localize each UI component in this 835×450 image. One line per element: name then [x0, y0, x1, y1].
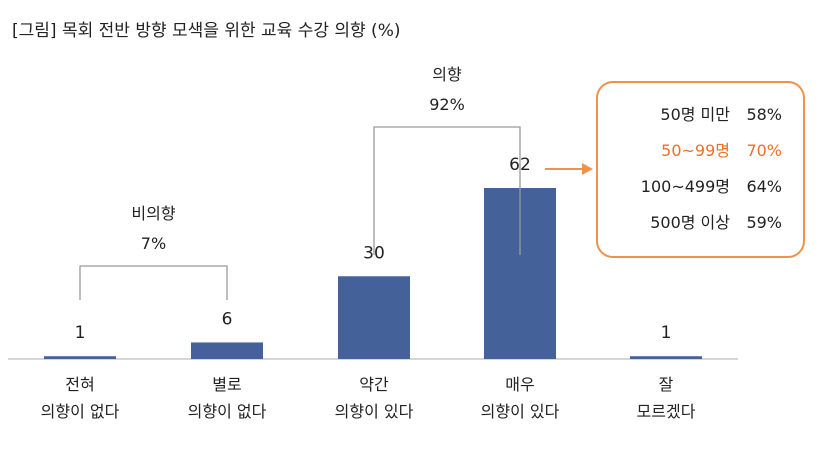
bar-4 [630, 356, 702, 359]
bar-1 [191, 342, 263, 359]
group-value-0: 7% [141, 234, 166, 253]
chart-title: [그림] 목회 전반 방향 모색을 위한 교육 수강 의향 (%) [12, 21, 400, 41]
bar-value-label-1: 6 [222, 309, 233, 329]
group-label-0: 비의향 [131, 204, 175, 223]
bar-2 [338, 276, 410, 359]
callout-row-value-3: 59% [746, 213, 782, 232]
group-value-1: 92% [429, 95, 465, 114]
category-label-1-line-0: 별로 [212, 375, 241, 394]
category-label-2-line-1: 의향이 있다 [335, 402, 414, 421]
callout-arrow-head [582, 163, 593, 175]
category-label-4-line-0: 잘 [659, 375, 674, 394]
category-label-0-line-0: 전혀 [65, 375, 94, 394]
category-label-2-line-0: 약간 [359, 375, 389, 394]
category-label-0-line-1: 의향이 없다 [41, 402, 120, 421]
category-label-4-line-1: 모르겠다 [637, 402, 696, 421]
group-label-1: 의향 [432, 65, 462, 84]
callout-box [596, 81, 805, 258]
callout-row-label-0: 50명 미만 [660, 105, 730, 124]
group-bracket-1 [373, 126, 521, 255]
callout-row-value-0: 58% [746, 105, 782, 124]
callout-row-label-1: 50~99명 [661, 141, 730, 160]
callout-row-value-2: 64% [746, 177, 782, 196]
callout-row-label-2: 100~499명 [641, 177, 730, 196]
category-label-1-line-1: 의향이 없다 [188, 402, 267, 421]
category-label-3-line-1: 의향이 있다 [481, 402, 560, 421]
bar-0 [44, 356, 116, 359]
category-label-3-line-0: 매우 [505, 375, 534, 394]
bar-value-label-4: 1 [661, 323, 672, 343]
group-bracket-0 [79, 265, 228, 300]
callout-row-value-1: 70% [746, 141, 782, 160]
callout-row-label-3: 500명 이상 [650, 213, 730, 232]
bar-value-label-0: 1 [75, 323, 86, 343]
